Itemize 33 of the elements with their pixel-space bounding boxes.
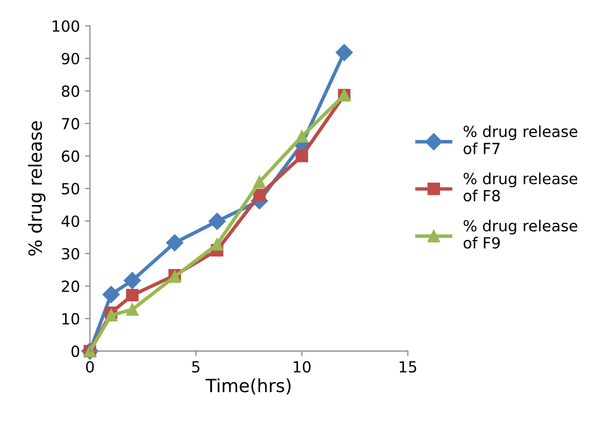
point <box>253 188 266 202</box>
legend-label: % drug release of F8 <box>464 172 578 202</box>
point <box>166 234 184 252</box>
point <box>124 272 141 290</box>
point <box>126 288 139 302</box>
legend-label: % drug release of F9 <box>464 220 578 249</box>
y-tick-label: 80 <box>62 85 80 97</box>
y-tick-label: 20 <box>62 280 80 292</box>
point <box>104 309 118 322</box>
point <box>208 212 226 230</box>
y-tick-label: 0 <box>72 346 80 358</box>
y-tick-label: 60 <box>62 150 80 162</box>
y-tick-label: 50 <box>62 182 80 194</box>
y-tick-label: 30 <box>62 248 80 260</box>
point <box>296 150 308 162</box>
point <box>336 44 353 62</box>
point <box>253 176 266 188</box>
y-tick-label: 90 <box>62 52 80 64</box>
point <box>102 286 120 304</box>
point <box>126 303 139 316</box>
y-axis-title: % drug release <box>28 121 46 256</box>
legend-label: % drug release of F7 <box>464 125 578 154</box>
y-tick-label: 40 <box>62 215 80 228</box>
point <box>296 130 308 143</box>
y-tick-label: 70 <box>62 118 80 130</box>
x-tick-label: 15 <box>400 361 416 373</box>
y-tick-label: 100 <box>52 20 80 32</box>
x-tick-label: 5 <box>192 361 200 373</box>
x-axis-title: Time(hrs) <box>206 378 291 394</box>
x-tick-label: 10 <box>294 361 311 373</box>
y-tick-label: 10 <box>62 313 80 325</box>
point <box>210 238 224 251</box>
x-tick-label: 0 <box>86 361 94 373</box>
